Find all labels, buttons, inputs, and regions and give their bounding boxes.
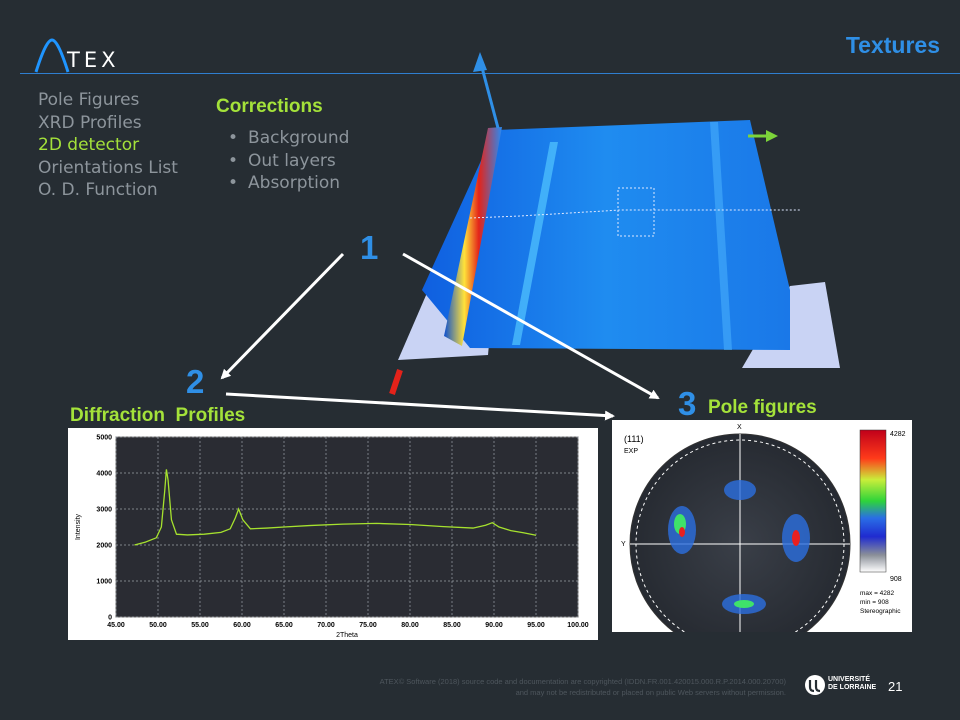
plot-area <box>115 436 579 618</box>
y-axis-label: Intensity <box>75 513 82 540</box>
pf-source-label: EXP <box>624 448 638 455</box>
step-3-number: 3 <box>678 385 697 422</box>
x-tick-label: 65.00 <box>275 622 293 629</box>
page-number: 21 <box>888 679 903 694</box>
y-tick-label: 2000 <box>96 543 112 550</box>
x-tick-label: 80.00 <box>401 622 419 629</box>
pf-scale-min: 908 <box>890 576 902 583</box>
copyright-line-2: and may not be redistributed or placed o… <box>515 688 786 697</box>
pf-axis-x-label: X <box>737 424 742 431</box>
step-3-label: Pole figures <box>708 397 817 418</box>
y-tick-label: 0 <box>108 615 112 622</box>
correction-absorption: Absorption <box>228 172 349 195</box>
y-tick-label: 5000 <box>96 435 112 442</box>
x-tick-label: 55.00 <box>191 622 209 629</box>
x-tick-label: 95.00 <box>527 622 545 629</box>
series-line <box>134 469 537 546</box>
y-tick-label: 3000 <box>96 507 112 514</box>
atex-logo-mark-icon <box>34 38 70 73</box>
pf-stat-max: max = 4282 <box>860 590 895 597</box>
x-tick-label: 50.00 <box>149 622 167 629</box>
pf-reflection-label: (111) <box>624 434 644 444</box>
x-tick-label: 60.00 <box>233 622 251 629</box>
pf-axis-y-label: Y <box>621 541 626 548</box>
university-name-line-2: DE LORRAINE <box>828 684 877 691</box>
section-menu: Pole Figures XRD Profiles 2D detector Or… <box>38 89 178 202</box>
pf-projection: Stereographic <box>860 608 901 615</box>
atex-logo-text: TEX <box>67 48 120 72</box>
menu-item-orientations-list[interactable]: Orientations List <box>38 157 178 178</box>
correction-background: Background <box>228 127 349 150</box>
copyright-line-1: ATEX© Software (2018) source code and do… <box>379 677 786 686</box>
menu-item-pole-figures[interactable]: Pole Figures <box>38 90 140 110</box>
menu-item-od-function[interactable]: O. D. Function <box>38 180 158 200</box>
menu-item-xrd-profiles[interactable]: XRD Profiles <box>38 112 142 133</box>
y-tick-label: 4000 <box>96 471 112 478</box>
diffraction-profile-chart: 45.00 50.00 55.00 60.00 65.00 70.00 75.00 80.00… <box>68 428 598 640</box>
x-tick-label: 90.00 <box>485 622 503 629</box>
pf-scale-max: 4282 <box>890 431 906 438</box>
x-tick-label: 85.00 <box>443 622 461 629</box>
step-1-number: 1 <box>360 229 379 266</box>
y-tick-label: 1000 <box>96 579 112 586</box>
x-tick-label: 70.00 <box>317 622 335 629</box>
x-tick-label: 75.00 <box>359 622 377 629</box>
menu-item-2d-detector[interactable]: 2D detector <box>38 135 140 155</box>
x-tick-label: 45.00 <box>107 622 125 629</box>
pf-color-scale <box>859 429 887 573</box>
university-name-line-1: UNIVERSITÉ <box>828 676 871 683</box>
pole-figure: (111) EXP X Y 4282 908 max = 4282 min = … <box>612 420 912 632</box>
corrections-list: Background Out layers Absorption <box>228 127 349 195</box>
step-2-label: Diffraction Profiles <box>70 405 246 426</box>
pf-stat-min: min = 908 <box>860 599 889 606</box>
copyright-notice: ATEX© Software (2018) source code and do… <box>320 676 786 698</box>
x-axis-label: 2Theta <box>336 632 358 639</box>
detector-3d-image <box>389 52 840 395</box>
corrections-title: Corrections <box>216 96 323 117</box>
step-2-number: 2 <box>186 363 205 400</box>
x-tick-label: 100.00 <box>567 622 589 629</box>
correction-out-layers: Out layers <box>228 150 349 173</box>
page-title: Textures <box>845 32 940 58</box>
header-divider <box>20 73 960 74</box>
university-name: UNIVERSITÉ DE LORRAINE <box>828 676 876 692</box>
university-logo-icon <box>805 675 825 695</box>
